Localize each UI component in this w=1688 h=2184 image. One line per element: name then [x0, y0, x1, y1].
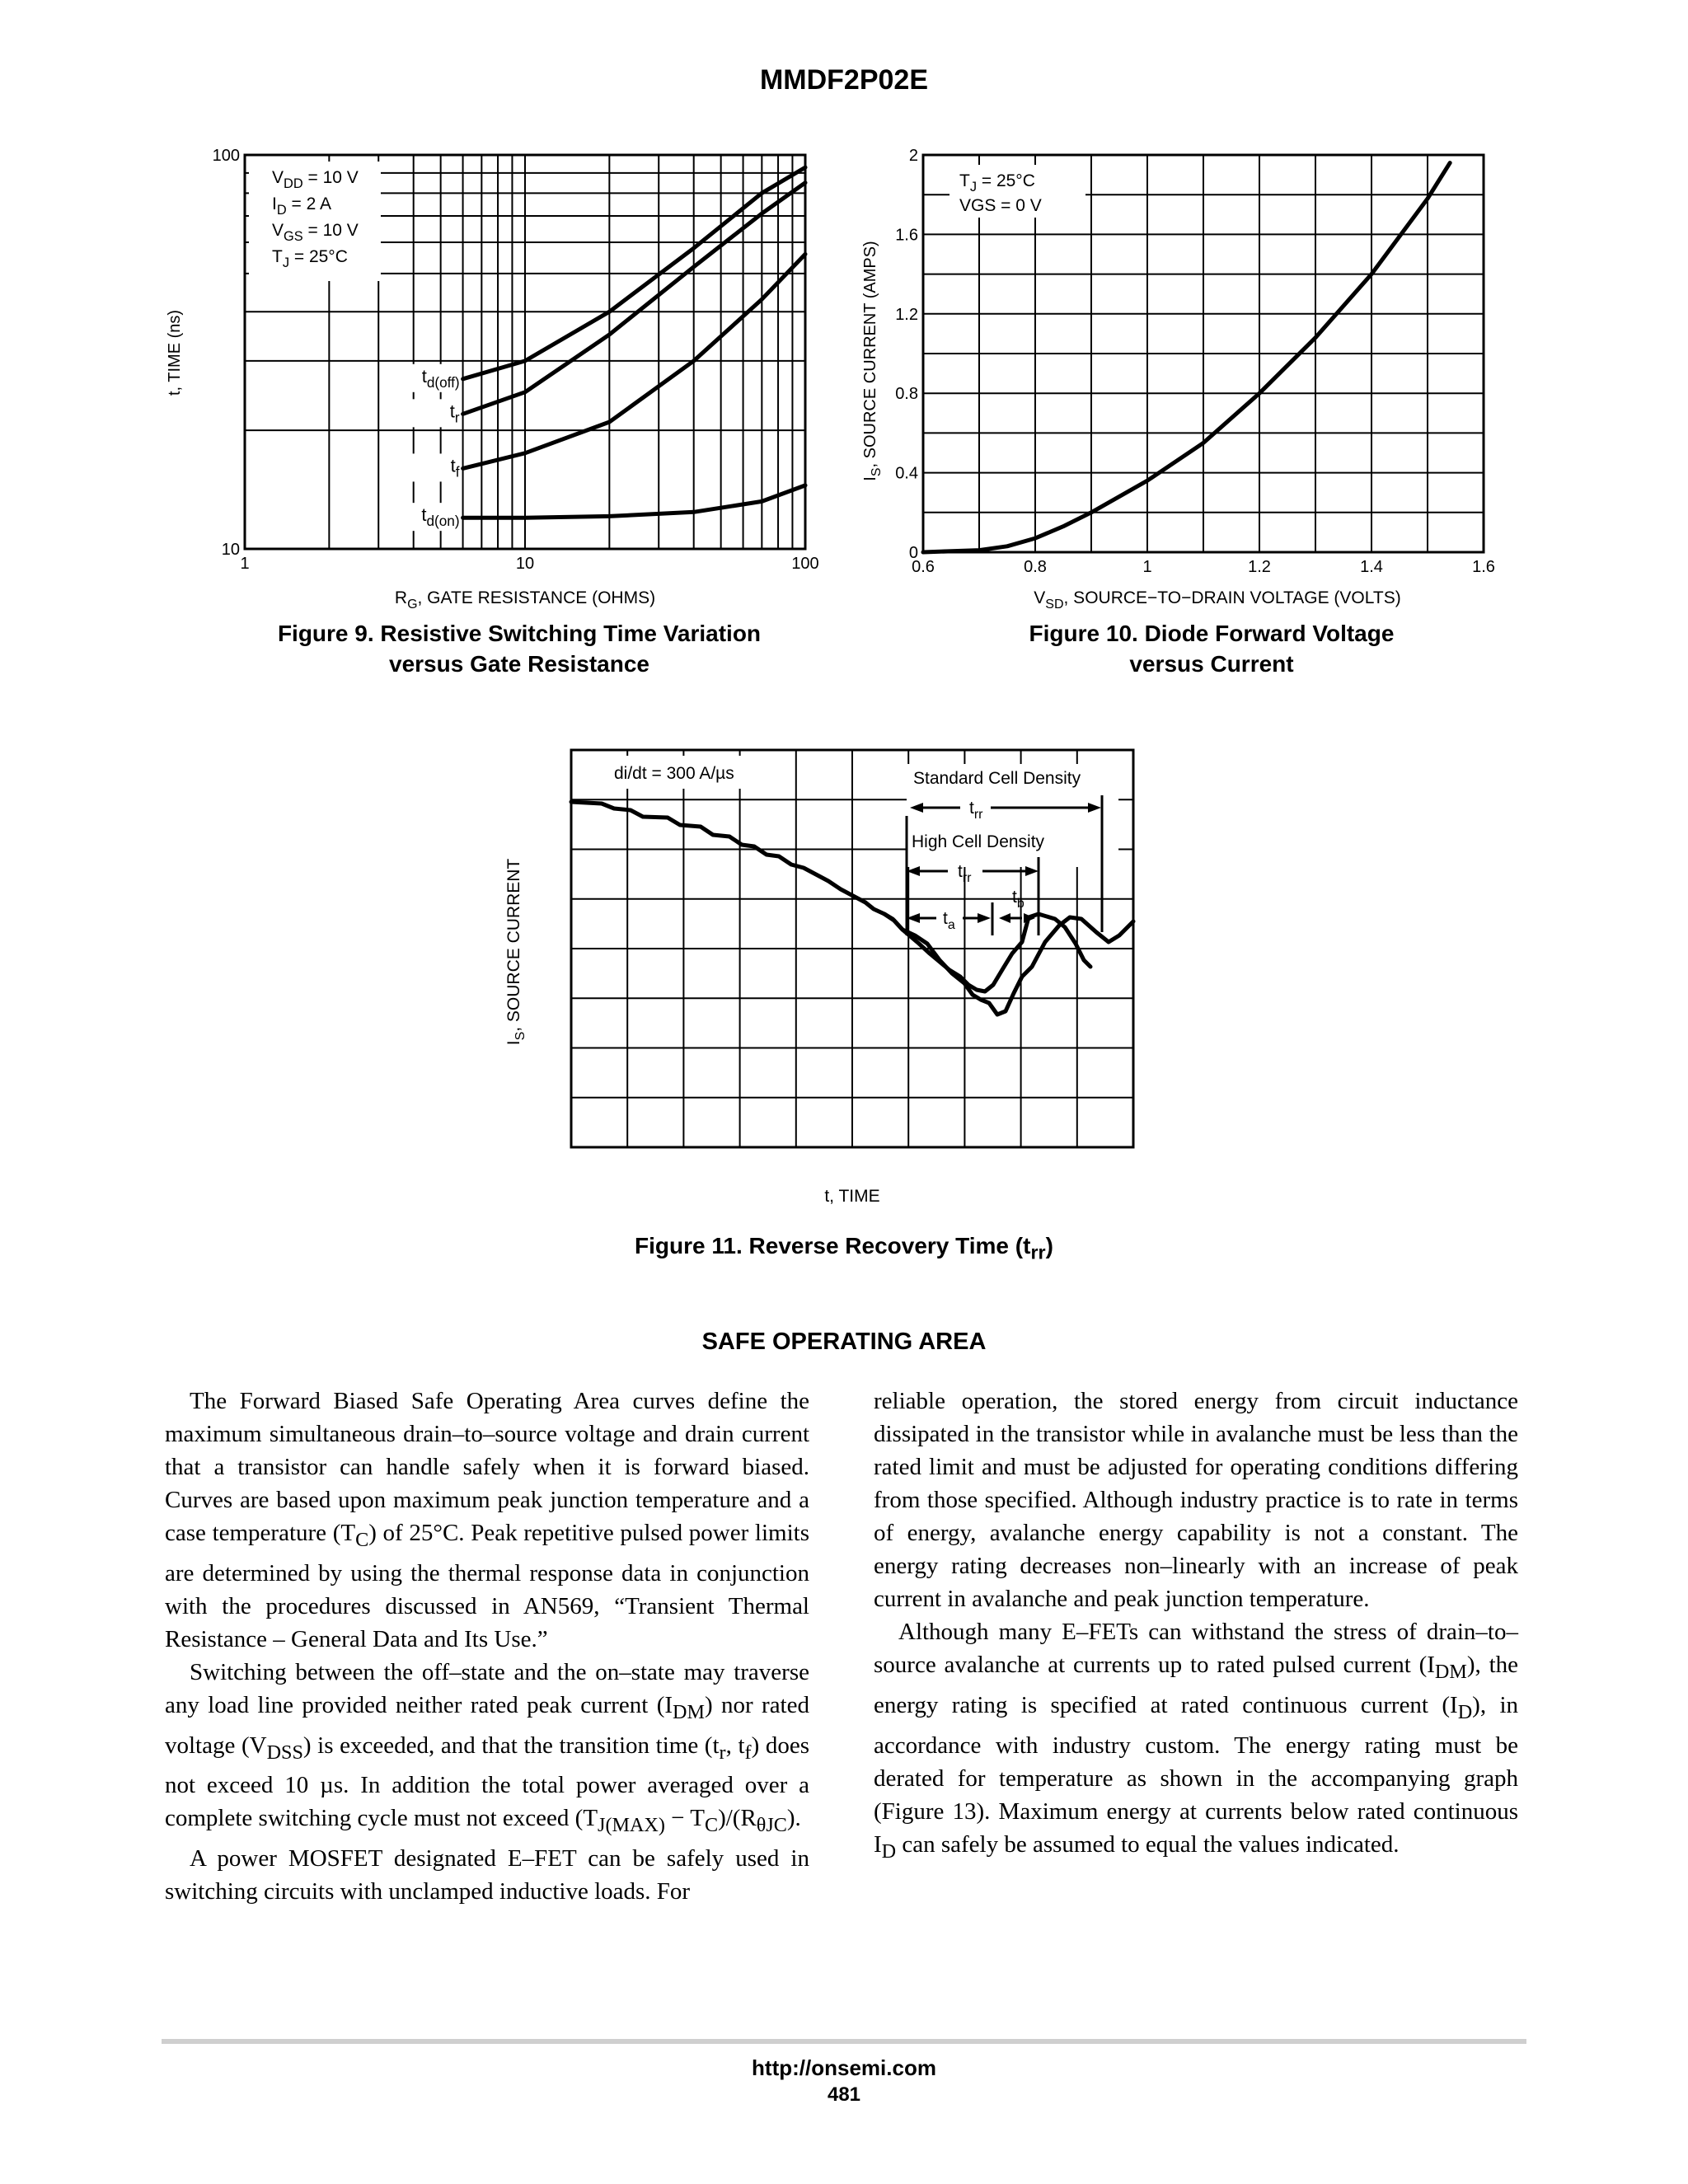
figure9-label-bg [410, 363, 460, 392]
section-title: SAFE OPERATING AREA [701, 1329, 987, 1355]
figure10-x-tick-label: 0.8 [1024, 558, 1047, 576]
figure10-y-tick-label: 0.8 [895, 385, 918, 403]
figure11-tb-label: tb [1012, 888, 1025, 911]
figure11-caption-sub: rr [1030, 1241, 1046, 1263]
figure9-series-label: tr [450, 401, 460, 425]
figure11-standard-trr-label: trr [969, 799, 983, 822]
figure11-marker-lines [905, 795, 1104, 935]
figure11-high-trr-arrow: trr [907, 862, 1039, 885]
figure10-condition: TJ = 25°C [959, 171, 1035, 194]
figure9-series-label: td(off) [422, 366, 460, 391]
figure11-didt-box [585, 756, 775, 789]
figure10-conditions-box [950, 165, 1085, 218]
figure10-x-tick-label: 1.6 [1472, 558, 1495, 576]
figure9-label-bg [410, 453, 460, 482]
figure11-high-label: High Cell Density [912, 832, 1045, 851]
figure9-condition: VDD = 10 V [272, 168, 359, 191]
figure9-xlabel: RG, GATE RESISTANCE (OHMS) [395, 588, 655, 610]
figure11-grid [571, 750, 1133, 1147]
left-paragraph-3: A power MOSFET designated E–FET can be s… [165, 1845, 809, 1905]
figure9-ylabel: t, TIME (ns) [166, 310, 184, 396]
figure9-x-tick-label: 1 [240, 555, 249, 573]
figure9-grid [245, 155, 805, 549]
figure9-x-tick-label: 10 [516, 555, 534, 573]
figure9-caption-line2: versus Gate Resistance [389, 651, 649, 677]
figure9-condition: VGS = 10 V [272, 221, 359, 244]
figure11-didt-label: di/dt = 300 A/µs [614, 764, 734, 783]
figure9-y-tick-label: 100 [213, 147, 240, 165]
figure10-x-tick-label: 1.2 [1248, 558, 1271, 576]
figure10-series-curve [921, 161, 1452, 555]
figure10-ylabel: IS, SOURCE CURRENT (AMPS) [861, 241, 884, 480]
left-paragraph-2: Switching between the off–state and the … [165, 1658, 809, 1837]
figure10-caption: Figure 10. Diode Forward Voltage versus … [915, 618, 1508, 679]
figure9-frame [243, 153, 807, 551]
figure9-x-tick-label: 100 [791, 555, 818, 573]
figure11-standard-label: Standard Cell Density [913, 769, 1081, 788]
figure10-x-tick-label: 0.6 [912, 558, 935, 576]
figure10-y-tick-label: 1.2 [895, 306, 918, 324]
figure10-x-tick-label: 1.4 [1360, 558, 1383, 576]
figure9-chart: VDD = 10 V ID = 2 A VGS = 10 V TJ = 25°C td… [166, 147, 819, 610]
figure11-standard-density-curve [882, 912, 1136, 1017]
left-paragraph-1: The Forward Biased Safe Operating Area c… [165, 1388, 809, 1652]
right-column: reliable operation, the stored energy fr… [874, 1385, 1518, 1868]
figure9-condition: ID = 2 A [272, 194, 331, 218]
figure9-y-tick-label: 10 [222, 541, 240, 559]
figure10-frame [921, 153, 1485, 554]
figure9-series-r [461, 180, 808, 416]
figure10-curves [921, 161, 1452, 555]
figure11-high-density-curve [569, 799, 1093, 994]
page-number: 481 [827, 2083, 861, 2106]
figure9-caption: Figure 9. Resistive Switching Time Varia… [223, 618, 816, 679]
figure11-caption: Figure 11. Reverse Recovery Time (trr) [635, 1233, 1053, 1263]
left-column: The Forward Biased Safe Operating Area c… [165, 1385, 809, 1908]
figure10-grid [923, 155, 1484, 552]
figure10-y-tick-label: 2 [909, 147, 918, 165]
figure11-xlabel: t, TIME [824, 1187, 879, 1206]
figure9-series-doff [461, 165, 808, 382]
footer-divider [162, 2039, 1526, 2044]
figure9-label-bg [410, 399, 460, 428]
figure10-caption-line1: Figure 10. Diode Forward Voltage [1029, 621, 1395, 646]
figure9-series-don [461, 483, 808, 520]
figure9-series-label: tf [451, 455, 460, 480]
figure9-caption-line1: Figure 9. Resistive Switching Time Varia… [277, 621, 762, 646]
figure11-high-trr-label: trr [958, 862, 972, 885]
right-paragraph-2: Although many E–FETs can withstand the s… [874, 1619, 1519, 1863]
figure11-ta-arrow: ta [907, 909, 991, 932]
figure10-conditions: TJ = 25°C VGS = 0 V [959, 171, 1042, 215]
footer-url-link[interactable]: http://onsemi.com [752, 2055, 936, 2080]
figure10-y-tick-label: 0.4 [895, 465, 918, 483]
figure11-frame [570, 748, 1135, 1149]
figure10-caption-line2: versus Current [1129, 651, 1294, 677]
figure9-curves [461, 165, 808, 520]
figure9-condition: TJ = 25°C [272, 247, 348, 270]
figure10-x-tick-label: 1 [1142, 558, 1151, 576]
figure9-series-label: td(on) [421, 504, 459, 529]
page-title: MMDF2P02E [759, 64, 929, 96]
figure10-condition: VGS = 0 V [959, 196, 1042, 215]
figure11-ta-label: ta [943, 909, 955, 932]
figure11-standard-trr-arrow: trr [910, 799, 1101, 822]
figure9-conditions: VDD = 10 V ID = 2 A VGS = 10 V TJ = 25°C [272, 168, 359, 270]
figure9-series-f [461, 251, 808, 471]
figure9-conditions-box [249, 162, 381, 281]
figure9-label-bg [410, 503, 460, 532]
figure10-y-tick-label: 0 [909, 544, 918, 562]
right-paragraph-1: reliable operation, the stored energy fr… [874, 1388, 1518, 1612]
figure11-tb-arrow: tb [991, 888, 1035, 935]
figure10-xlabel: VSD, SOURCE−TO−DRAIN VOLTAGE (VOLTS) [1034, 588, 1400, 610]
figure10-y-tick-label: 1.6 [895, 226, 918, 244]
figure10-tick-labels: 0.6 0.8 1 1.2 1.4 1.6 0 0.4 0.8 1.2 1.6 2 [895, 147, 1495, 576]
figure11-chart: di/dt = 300 A/µs Standard Cell Density H… [504, 748, 1136, 1206]
figure11-annotation-box [907, 764, 1118, 867]
figure9-curve-labels: td(off) tr tf td(on) [410, 363, 460, 532]
figure11-ylabel: IS, SOURCE CURRENT [504, 859, 528, 1046]
